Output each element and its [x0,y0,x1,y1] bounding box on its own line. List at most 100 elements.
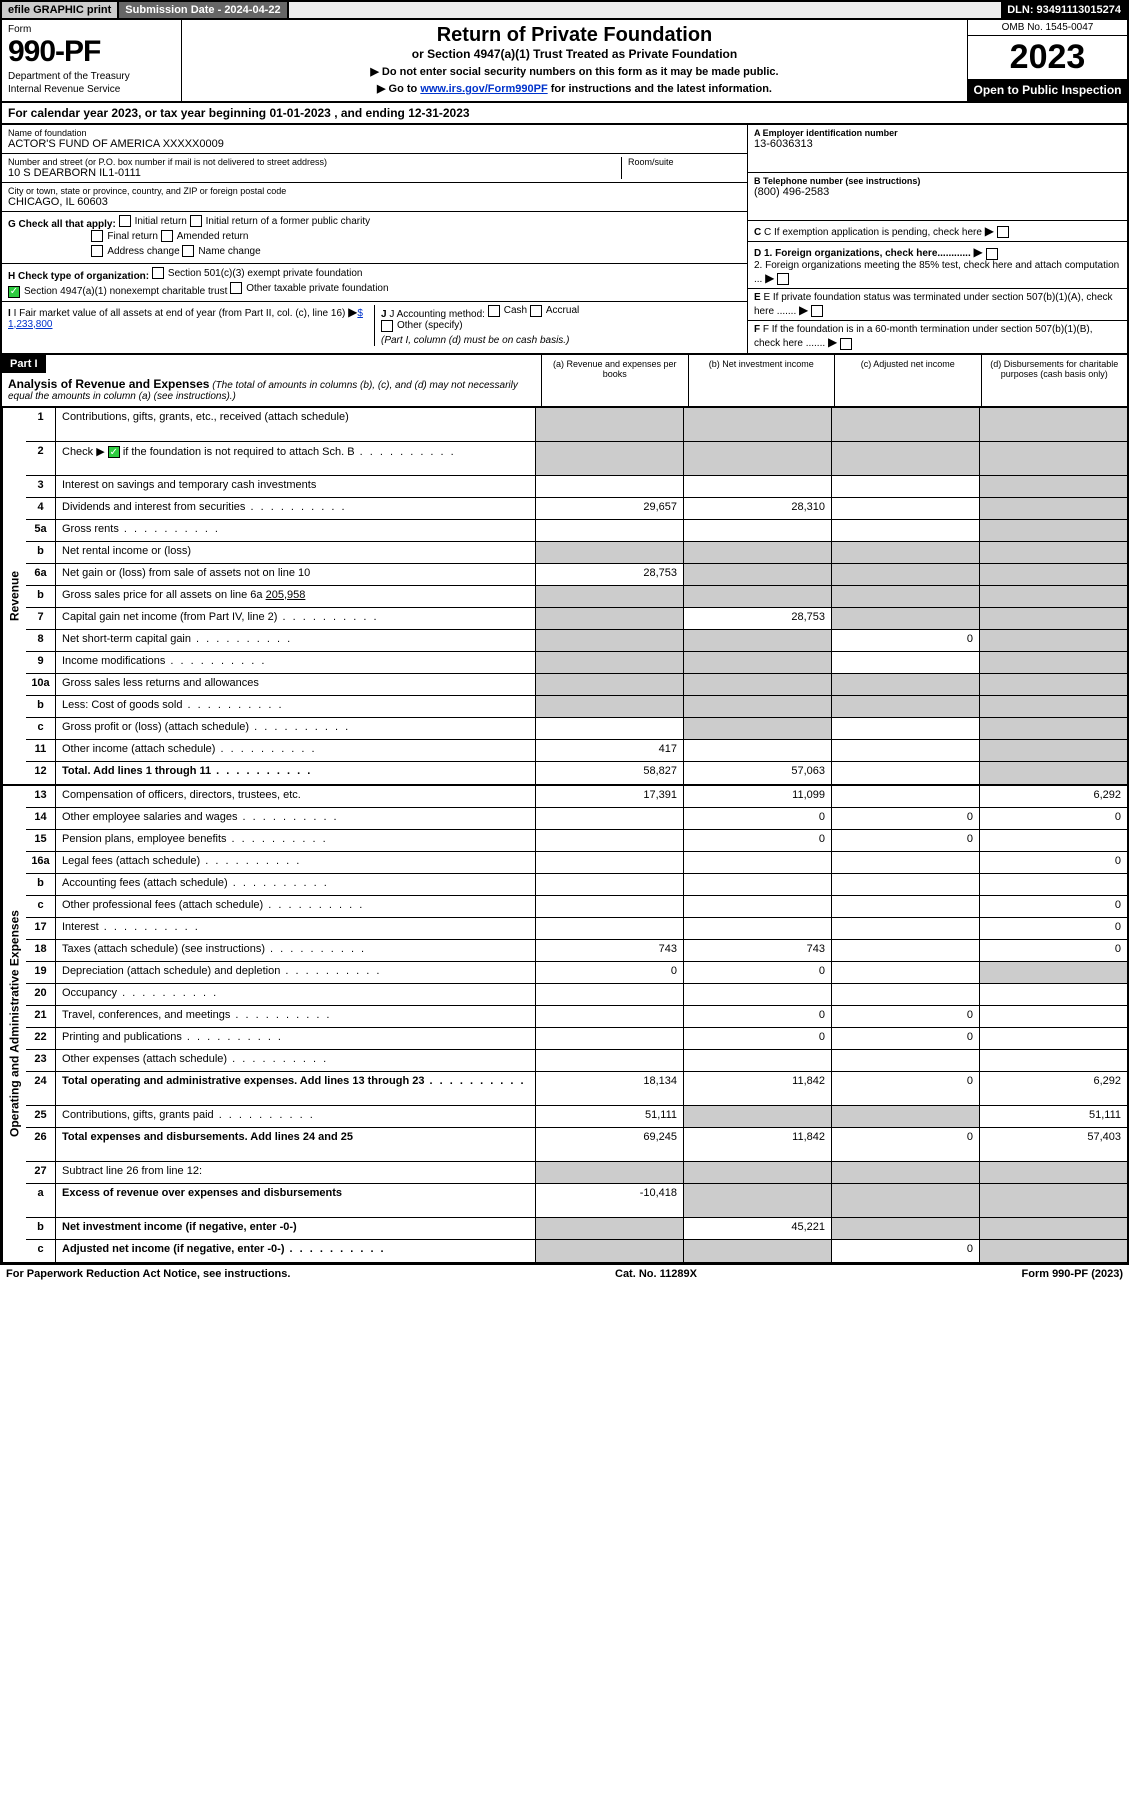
tax-year: 2023 [968,36,1127,79]
row-20: 20Occupancy [26,984,1127,1006]
revenue-side-label: Revenue [2,408,26,784]
part1-title-cell: Part I Analysis of Revenue and Expenses … [2,355,542,406]
c-checkbox[interactable] [997,226,1009,238]
cal-begin: 01-01-2023 [269,106,330,120]
identity-grid: Name of foundation ACTOR'S FUND OF AMERI… [0,125,1129,355]
row-3: 3Interest on savings and temporary cash … [26,476,1127,498]
c-label: C If exemption application is pending, c… [764,227,982,238]
j-label: J Accounting method: [389,309,485,320]
instr-pre: ▶ Go to [377,83,420,95]
ein-val: 13-6036313 [754,138,1121,150]
f-label: F If the foundation is in a 60-month ter… [754,324,1093,349]
foot-right: Form 990-PF (2023) [1022,1268,1124,1280]
city-label: City or town, state or province, country… [8,186,741,196]
cb-other-taxable[interactable]: Other taxable private foundation [230,282,388,294]
expenses-table: Operating and Administrative Expenses 13… [0,786,1129,1264]
calendar-row: For calendar year 2023, or tax year begi… [0,103,1129,125]
a-label: A Employer identification number [754,128,1121,138]
col-a-head: (a) Revenue and expenses per books [542,355,689,406]
efile-label: efile GRAPHIC print [2,2,119,18]
row-11: 11Other income (attach schedule)417 [26,740,1127,762]
d-cell: D 1. Foreign organizations, check here..… [748,242,1127,289]
foot-mid: Cat. No. 11289X [615,1268,697,1280]
phone-val: (800) 496-2583 [754,186,1121,198]
instr-post: for instructions and the latest informat… [548,83,772,95]
ein-cell: A Employer identification number 13-6036… [748,125,1127,173]
cb-name-change[interactable]: Name change [182,245,260,257]
row-8: 8Net short-term capital gain0 [26,630,1127,652]
row-27b: bNet investment income (if negative, ent… [26,1218,1127,1240]
d2-checkbox[interactable] [777,273,789,285]
public-badge: Open to Public Inspection [968,79,1127,101]
cb-cash[interactable]: Cash [488,305,527,317]
submission-date: Submission Date - 2024-04-22 [119,2,288,18]
h-check-cell: H Check type of organization: Section 50… [2,264,747,302]
row-17: 17Interest0 [26,918,1127,940]
header-left: Form 990-PF Department of the Treasury I… [2,20,182,101]
d1-checkbox[interactable] [986,248,998,260]
row-15: 15Pension plans, employee benefits00 [26,830,1127,852]
row-18: 18Taxes (attach schedule) (see instructi… [26,940,1127,962]
irs-link[interactable]: www.irs.gov/Form990PF [420,83,547,95]
topbar-spacer [289,2,1002,18]
expenses-side-label: Operating and Administrative Expenses [2,786,26,1262]
header-mid: Return of Private Foundation or Section … [182,20,967,101]
f-checkbox[interactable] [840,338,852,350]
id-left: Name of foundation ACTOR'S FUND OF AMERI… [2,125,747,353]
dept-treasury: Department of the Treasury [8,71,175,82]
e-cell: E E If private foundation status was ter… [748,289,1127,321]
page-footer: For Paperwork Reduction Act Notice, see … [0,1264,1129,1283]
omb-number: OMB No. 1545-0047 [968,20,1127,36]
name-label: Name of foundation [8,128,741,138]
row-22: 22Printing and publications00 [26,1028,1127,1050]
form-number: 990-PF [8,35,175,69]
cb-amended[interactable]: Amended return [161,230,249,242]
ij-cell: I I Fair market value of all assets at e… [2,302,747,349]
cal-end: 12-31-2023 [408,106,469,120]
form-word: Form [8,24,175,35]
cb-initial-former[interactable]: Initial return of a former public charit… [190,215,371,227]
part1-header-row: Part I Analysis of Revenue and Expenses … [0,355,1129,408]
cb-accrual[interactable]: Accrual [530,305,579,317]
cb-501c3[interactable]: Section 501(c)(3) exempt private foundat… [152,267,363,279]
g-label: G Check all that apply: [8,219,116,230]
city-cell: City or town, state or province, country… [2,183,747,212]
revenue-rows: 1Contributions, gifts, grants, etc., rec… [26,408,1127,784]
row-4: 4Dividends and interest from securities2… [26,498,1127,520]
row-25: 25Contributions, gifts, grants paid51,11… [26,1106,1127,1128]
cal-text-b: , and ending [334,106,408,120]
row-5a: 5aGross rents [26,520,1127,542]
col-d-head: (d) Disbursements for charitable purpose… [982,355,1128,406]
b-label: B Telephone number (see instructions) [754,176,1121,186]
instr-link: ▶ Go to www.irs.gov/Form990PF for instru… [190,82,959,95]
form-subtitle: or Section 4947(a)(1) Trust Treated as P… [190,47,959,61]
cb-initial[interactable]: Initial return [119,215,187,227]
e-checkbox[interactable] [811,305,823,317]
cal-text-a: For calendar year 2023, or tax year begi… [8,106,269,120]
row-10b: bLess: Cost of goods sold [26,696,1127,718]
form-title: Return of Private Foundation [190,24,959,47]
schb-checkbox[interactable]: ✓ [108,446,120,458]
h-label: H Check type of organization: [8,271,149,282]
i-label: I Fair market value of all assets at end… [14,308,346,319]
row-10c: cGross profit or (loss) (attach schedule… [26,718,1127,740]
cb-other-spec[interactable]: Other (specify) [381,320,463,332]
expenses-rows: 13Compensation of officers, directors, t… [26,786,1127,1262]
cb-4947[interactable]: ✓Section 4947(a)(1) nonexempt charitable… [8,286,227,298]
cb-address-change[interactable]: Address change [91,245,179,257]
city-val: CHICAGO, IL 60603 [8,196,741,208]
row-24: 24Total operating and administrative exp… [26,1072,1127,1106]
row-26: 26Total expenses and disbursements. Add … [26,1128,1127,1162]
addr-label: Number and street (or P.O. box number if… [8,157,621,167]
row-16a: 16aLegal fees (attach schedule)0 [26,852,1127,874]
header-right: OMB No. 1545-0047 2023 Open to Public In… [967,20,1127,101]
j-note: (Part I, column (d) must be on cash basi… [381,335,569,346]
addr-val: 10 S DEARBORN IL1-0111 [8,167,621,179]
row-19: 19Depreciation (attach schedule) and dep… [26,962,1127,984]
row-12: 12Total. Add lines 1 through 1158,82757,… [26,762,1127,784]
cb-final[interactable]: Final return [91,230,158,242]
phone-cell: B Telephone number (see instructions) (8… [748,173,1127,221]
part1-tag: Part I [2,355,46,373]
address-cell: Number and street (or P.O. box number if… [2,154,747,183]
row-27c: cAdjusted net income (if negative, enter… [26,1240,1127,1262]
